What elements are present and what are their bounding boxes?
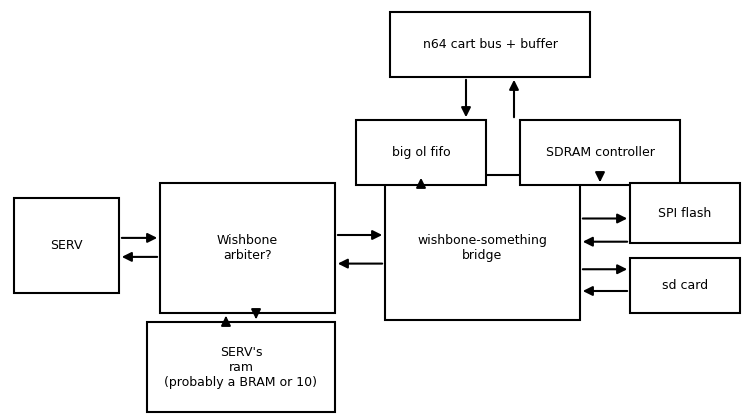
Text: Wishbone
arbiter?: Wishbone arbiter?: [217, 234, 278, 262]
Text: SERV: SERV: [50, 239, 83, 252]
Bar: [147, 322, 335, 412]
Text: wishbone-something
bridge: wishbone-something bridge: [418, 234, 547, 261]
Bar: [520, 120, 680, 185]
Bar: [385, 175, 580, 320]
Text: SDRAM controller: SDRAM controller: [546, 146, 654, 159]
Text: SPI flash: SPI flash: [658, 207, 712, 220]
Bar: [390, 12, 590, 77]
Bar: [14, 198, 119, 293]
Text: sd card: sd card: [662, 279, 708, 292]
Bar: [630, 258, 740, 313]
Bar: [356, 120, 486, 185]
Text: n64 cart bus + buffer: n64 cart bus + buffer: [422, 38, 557, 51]
Text: SERV's
ram
(probably a BRAM or 10): SERV's ram (probably a BRAM or 10): [164, 346, 318, 388]
Text: big ol fifo: big ol fifo: [392, 146, 450, 159]
Bar: [630, 183, 740, 243]
Bar: [160, 183, 335, 313]
